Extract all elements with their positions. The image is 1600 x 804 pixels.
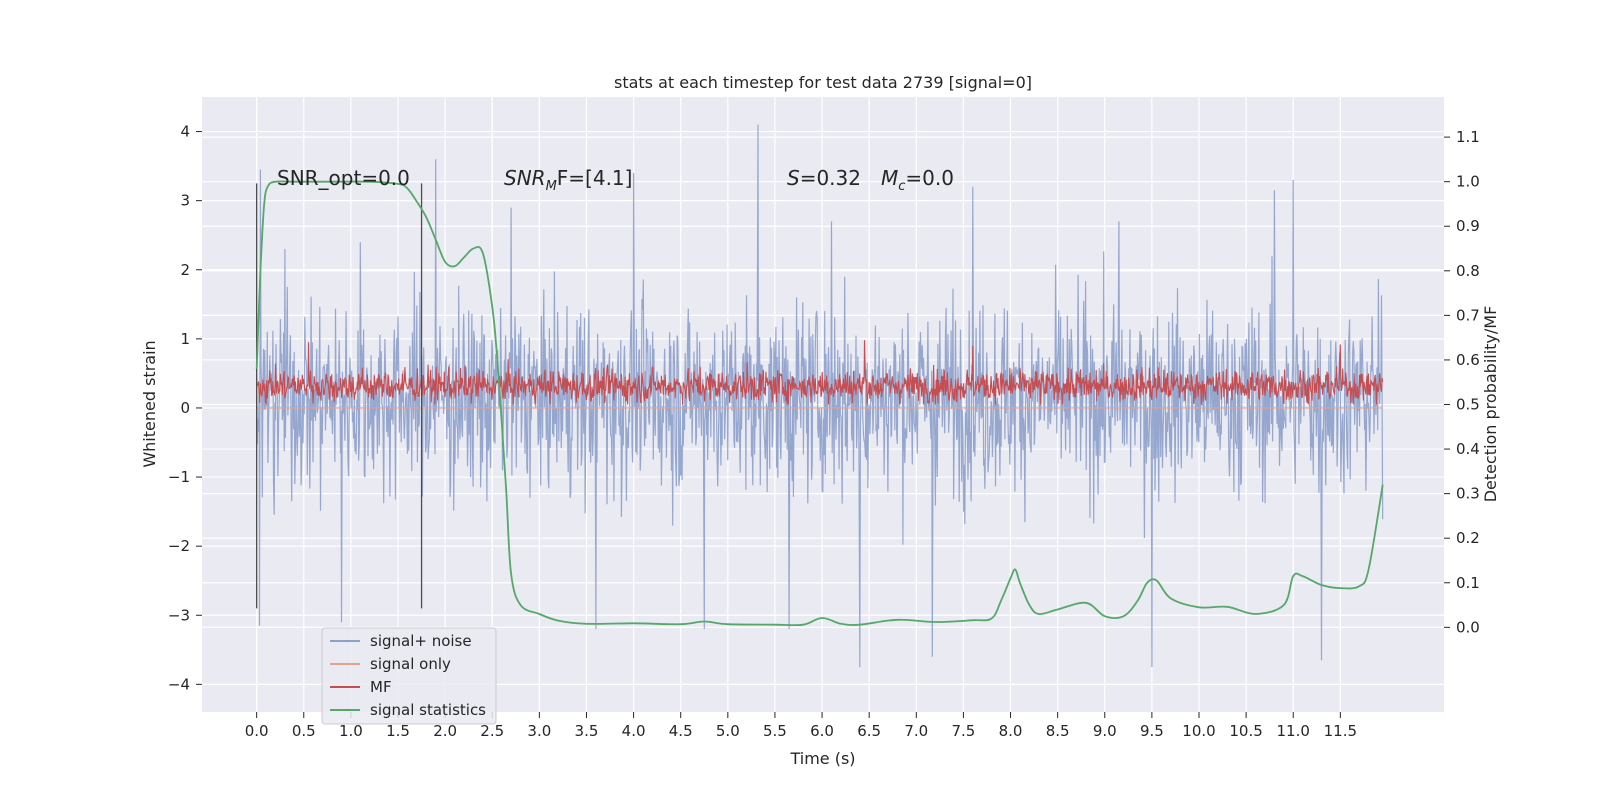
y-tick-label: −1 [168,468,190,486]
x-tick-label: 10.0 [1182,722,1215,740]
left-y-axis-label: Whitened strain [140,340,159,467]
x-tick-label: 7.5 [951,722,975,740]
x-axis-label: Time (s) [789,749,855,768]
mc-sub: c [898,179,905,194]
snr-mf-suffix: F=[4.1] [557,166,633,190]
s-value: =0.32 [800,166,861,190]
right-y-gridlines [202,136,1444,628]
series-mf [256,340,1384,406]
legend-label-signal-noise: signal+ noise [370,632,472,650]
x-tick-label: 4.5 [669,722,693,740]
legend-box [321,627,497,725]
x-tick-label: 8.0 [999,722,1023,740]
mf-line [256,340,1384,406]
right-y-tick-label: 0.5 [1456,396,1480,414]
legend-label-mf: MF [370,678,392,696]
snr-mf-prefix: SNR [504,166,546,190]
mc-value: =0.0 [905,166,954,190]
x-tick-label: 0.0 [245,722,269,740]
vertical-markers [256,183,423,609]
s-annotation: S=0.32 [787,166,861,190]
x-tick-label: 9.0 [1093,722,1117,740]
y-tick-label: 0 [180,399,190,417]
x-tick-label: 1.0 [339,722,363,740]
x-tick-label: 3.5 [575,722,599,740]
right-y-tick-label: 1.1 [1456,128,1480,146]
legend: signal+ noise signal only MF signal stat… [321,627,497,725]
y-tick-label: 2 [180,261,190,279]
mc-annotation: Mc=0.0 [881,166,954,194]
right-y-tick-label: 0.8 [1456,262,1480,280]
left-y-axis-ticks: 4 3 2 1 0 −1 −2 −3 −4 [168,123,202,693]
legend-label-signal-statistics: signal statistics [370,701,486,719]
right-y-tick-label: 0.4 [1456,440,1480,458]
mc-variable: M [881,166,898,190]
x-axis-ticks: 0.0 0.5 1.0 1.5 2.0 2.5 3.0 3.5 4.0 4.5 5.0 5.5 6.0 6… [245,712,1357,740]
snr-mf-annotation: SNRMF=[4.1] [504,166,632,194]
x-tick-label: 11.5 [1324,722,1357,740]
right-y-axis-ticks: 1.1 1.0 0.9 0.8 0.7 0.6 0.5 0.4 0.3 0.2 0.1 0.0 [1444,128,1480,636]
y-tick-label: −4 [168,675,190,693]
right-y-axis-label: Detection probability/MF [1481,306,1500,503]
s-variable: S [787,166,800,190]
signal-statistics-line [255,180,1384,627]
x-tick-label: 2.0 [433,722,457,740]
x-tick-label: 5.0 [716,722,740,740]
right-y-tick-label: 0.9 [1456,217,1480,235]
annotations: SNR_opt=0.0 SNRMF=[4.1] S=0.32 Mc=0.0 [277,166,954,194]
right-y-tick-label: 0.3 [1456,485,1480,503]
series-signal-statistics [255,180,1384,627]
x-tick-label: 3.0 [527,722,551,740]
x-tick-label: 6.0 [810,722,834,740]
x-tick-label: 5.5 [763,722,787,740]
x-tick-label: 9.5 [1140,722,1164,740]
chart-title: stats at each timestep for test data 273… [614,73,1032,92]
y-tick-label: −3 [168,606,190,624]
snr-opt-annotation: SNR_opt=0.0 [277,166,410,190]
y-tick-label: 4 [180,123,190,141]
x-tick-label: 6.5 [857,722,881,740]
right-y-tick-label: 0.2 [1456,529,1480,547]
right-y-tick-label: 0.6 [1456,351,1480,369]
y-tick-label: 3 [180,192,190,210]
x-tick-label: 10.5 [1229,722,1262,740]
right-y-tick-label: 0.1 [1456,574,1480,592]
right-y-tick-label: 1.0 [1456,173,1480,191]
x-tick-label: 0.5 [292,722,316,740]
right-y-tick-label: 0.7 [1456,306,1480,324]
x-tick-label: 8.5 [1046,722,1070,740]
legend-label-signal-only: signal only [370,655,451,673]
y-tick-label: −2 [168,537,190,555]
x-tick-label: 7.0 [904,722,928,740]
y-tick-label: 1 [180,330,190,348]
x-tick-label: 2.5 [480,722,504,740]
right-y-tick-label: 0.0 [1456,618,1480,636]
x-tick-label: 1.5 [386,722,410,740]
x-tick-label: 11.0 [1277,722,1310,740]
x-tick-label: 4.0 [622,722,646,740]
snr-mf-sub: M [546,179,557,194]
